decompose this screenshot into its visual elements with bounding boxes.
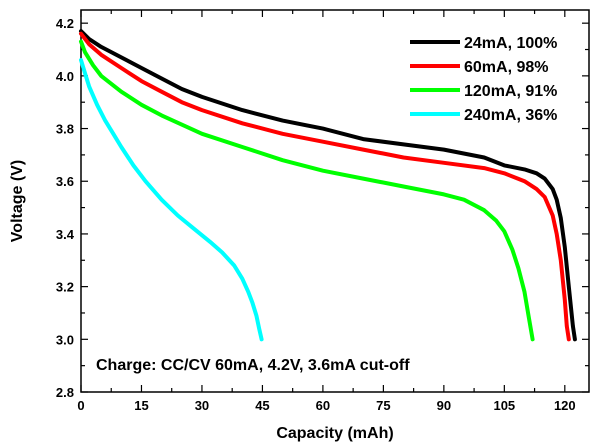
x-tick-label: 90 [437,398,451,413]
legend-label: 120mA, 91% [464,83,557,100]
y-axis-title: Voltage (V) [9,160,26,242]
y-tick-label: 2.8 [56,385,74,400]
plot-area: 0 15 30 45 60 75 90 105 120 2.8 3.0 3.2 3.4 3.6 3.8 4.0… [56,9,590,413]
charge-annotation: Charge: CC/CV 60mA, 4.2V, 3.6mA cut-off [96,357,410,374]
series-line [79,29,577,342]
x-tick-label: 45 [255,398,269,413]
plot-frame [80,9,590,393]
legend-label: 24mA, 100% [464,35,557,52]
x-tick-label: 15 [134,398,148,413]
legend-label: 240mA, 36% [464,107,557,124]
x-tick-label: 60 [316,398,330,413]
series-line [79,58,264,342]
x-tick-label: 30 [195,398,209,413]
y-tick-label: 4.2 [56,16,74,31]
legend: 24mA, 100% 60mA, 98% 120mA, 91% 240mA, 36% [410,35,557,124]
y-tick-label: 4.0 [56,69,74,84]
series-line [79,31,571,342]
series-line [79,39,535,342]
y-tick-label: 3.8 [56,122,74,137]
y-tick-label: 3.4 [56,227,75,242]
y-tick-label: 3.0 [56,332,74,347]
x-tick-label: 75 [376,398,390,413]
legend-label: 60mA, 98% [464,59,549,76]
x-tick-label: 105 [493,398,515,413]
y-tick-label: 3.2 [56,280,74,295]
y-tick-label: 3.6 [56,174,74,189]
x-axis-title: Capacity (mAh) [276,425,393,442]
x-tick-label: 120 [554,398,576,413]
x-tick-label: 0 [77,398,84,413]
